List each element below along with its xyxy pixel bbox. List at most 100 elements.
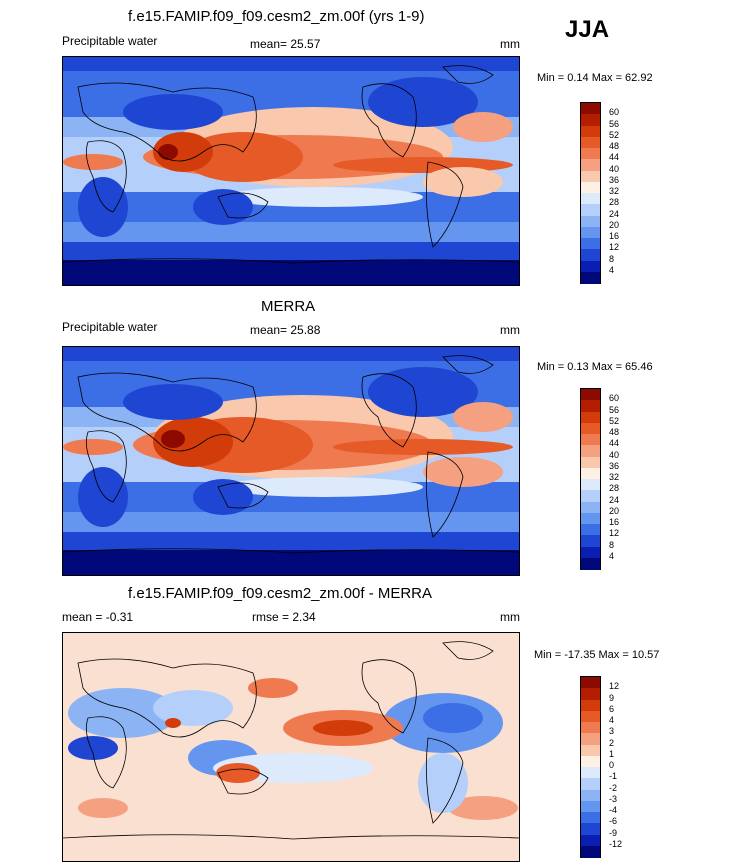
panel1-units-label: mm (500, 37, 520, 51)
colorbar-tick-label: 52 (609, 129, 620, 140)
colorbar-tick-label: 40 (609, 449, 620, 460)
colorbar-swatch (581, 249, 600, 261)
colorbar-swatch (581, 800, 600, 813)
colorbar-tick-label: 4 (609, 550, 615, 561)
colorbar-swatch (581, 479, 600, 491)
panel3-colorbar (580, 676, 601, 858)
panel2-title: MERRA (261, 298, 316, 315)
colorbar-swatch (581, 767, 600, 779)
colorbar-swatch (581, 422, 600, 435)
colorbar-tick-label: 36 (609, 174, 620, 185)
colorbar-tick-label: 0 (609, 760, 615, 770)
colorbar-swatch (581, 845, 600, 858)
panel3-units-label: mm (500, 610, 520, 624)
panel2-map (62, 346, 520, 576)
panel2-units-label: mm (500, 323, 520, 337)
panel1-map-field (63, 57, 519, 285)
panel2-variable-label: Precipitable water (62, 320, 158, 334)
colorbar-tick-label: 52 (609, 415, 620, 426)
colorbar-tick-label: -4 (609, 805, 618, 815)
colorbar-swatch (581, 238, 600, 250)
colorbar-swatch (581, 490, 600, 502)
colorbar-tick-label: 16 (609, 517, 620, 527)
colorbar-tick-label: 20 (609, 505, 620, 516)
colorbar-swatch (581, 226, 600, 239)
colorbar-tick-label: 28 (609, 197, 620, 208)
colorbar-swatch (581, 411, 600, 424)
colorbar-swatch (581, 445, 600, 457)
colorbar-swatch (581, 103, 600, 115)
panel1-mean-label: mean= 25.57 (250, 37, 321, 51)
colorbar-tick-label: 12 (609, 528, 620, 539)
colorbar-swatch (581, 159, 600, 171)
colorbar-swatch (581, 722, 600, 734)
colorbar-swatch (581, 677, 600, 689)
colorbar-tick-label: 3 (609, 726, 615, 737)
colorbar-swatch (581, 535, 600, 547)
colorbar-swatch (581, 699, 600, 712)
colorbar-swatch (581, 434, 600, 446)
colorbar-swatch (581, 812, 600, 824)
season-label: JJA (565, 16, 610, 43)
colorbar-swatch (581, 710, 600, 723)
colorbar-swatch (581, 778, 600, 790)
colorbar-tick-label: 20 (609, 219, 620, 230)
panel2-colorbar (580, 388, 601, 570)
colorbar-tick-label: 56 (609, 404, 620, 415)
colorbar-tick-label: 24 (609, 208, 620, 219)
colorbar-tick-label: 44 (609, 152, 620, 163)
colorbar-swatch (581, 204, 600, 216)
panel1-colorbar (580, 102, 601, 284)
colorbar-swatch (581, 400, 600, 412)
colorbar-tick-label: -2 (609, 782, 618, 793)
colorbar-swatch (581, 125, 600, 138)
colorbar-tick-label: 9 (609, 692, 615, 703)
colorbar-tick-label: 32 (609, 186, 620, 196)
colorbar-swatch (581, 181, 600, 194)
colorbar-tick-label: 36 (609, 460, 620, 471)
panel2-mean-label: mean= 25.88 (250, 323, 321, 337)
colorbar-tick-label: 32 (609, 472, 620, 482)
colorbar-tick-label: 4 (609, 715, 615, 725)
panel3-mean-label: mean = -0.31 (62, 610, 134, 624)
panel1-variable-label: Precipitable water (62, 34, 158, 48)
colorbar-tick-label: 2 (609, 737, 615, 748)
colorbar-swatch (581, 170, 600, 183)
colorbar-tick-label: 16 (609, 231, 620, 241)
colorbar-swatch (581, 755, 600, 768)
colorbar-tick-label: -6 (609, 816, 618, 827)
panel3-map-field (63, 633, 519, 861)
colorbar-tick-label: 6 (609, 703, 615, 714)
colorbar-tick-label: 56 (609, 118, 620, 129)
colorbar-swatch (581, 823, 600, 835)
colorbar-tick-label: -12 (609, 838, 623, 849)
colorbar-swatch (581, 688, 600, 700)
colorbar-swatch (581, 467, 600, 480)
panel3-rmse-label: rmse = 2.34 (252, 610, 316, 624)
colorbar-tick-label: 1 (609, 748, 615, 759)
panel2-map-field (63, 347, 519, 575)
colorbar-tick-label: 8 (609, 539, 615, 550)
panel1-map (62, 56, 520, 286)
panel1-minmax-label: Min = 0.14 Max = 62.92 (537, 72, 653, 84)
colorbar-swatch (581, 114, 600, 126)
colorbar-swatch (581, 456, 600, 469)
colorbar-tick-label: 48 (609, 141, 620, 151)
colorbar-swatch (581, 193, 600, 205)
colorbar-swatch (581, 389, 600, 401)
colorbar-tick-label: 28 (609, 483, 620, 494)
panel2-minmax-label: Min = 0.13 Max = 65.46 (537, 361, 653, 373)
colorbar-swatch (581, 501, 600, 514)
colorbar-swatch (581, 271, 600, 284)
colorbar-swatch (581, 744, 600, 757)
panel1-title: f.e15.FAMIP.f09_f09.cesm2_zm.00f (yrs 1-… (128, 8, 425, 25)
colorbar-tick-label: -1 (609, 771, 618, 782)
colorbar-tick-label: 4 (609, 264, 615, 275)
panel3-title: f.e15.FAMIP.f09_f09.cesm2_zm.00f - MERRA (128, 585, 433, 602)
colorbar-tick-label: 44 (609, 438, 620, 449)
colorbar-tick-label: 60 (609, 393, 620, 404)
colorbar-tick-label: 8 (609, 253, 615, 264)
colorbar-swatch (581, 136, 600, 149)
colorbar-swatch (581, 524, 600, 536)
colorbar-tick-label: 12 (609, 681, 620, 692)
